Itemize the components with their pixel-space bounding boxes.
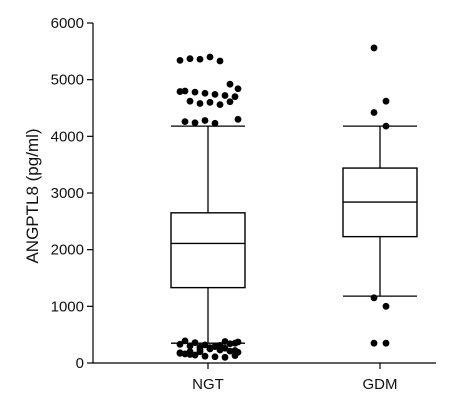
outlier-point: [201, 341, 209, 349]
y-tick-label: 1000: [51, 298, 84, 315]
outlier-point: [176, 349, 184, 357]
y-tick-label: 0: [76, 355, 84, 372]
outlier-point: [206, 53, 214, 61]
outlier-point: [234, 338, 242, 346]
outlier-point: [186, 351, 194, 358]
outlier-point: [221, 92, 229, 99]
outlier-point: [176, 57, 184, 64]
outlier-point: [370, 109, 378, 116]
y-tick-label: 3000: [51, 185, 84, 202]
outlier-point: [206, 98, 214, 106]
outlier-point: [191, 119, 199, 127]
outlier-point: [211, 119, 219, 127]
x-tick-label: NGT: [192, 376, 224, 393]
outlier-point: [234, 85, 242, 93]
box-group-ngt: [170, 53, 246, 361]
outlier-point: [181, 337, 189, 345]
x-tick-label: GDM: [363, 376, 398, 393]
outlier-point: [370, 44, 378, 52]
outlier-point: [201, 117, 209, 124]
outlier-point: [370, 294, 378, 302]
outlier-point: [211, 353, 219, 361]
outlier-point: [216, 101, 224, 108]
outlier-point: [226, 98, 234, 106]
y-tick-label: 6000: [51, 15, 84, 32]
outlier-point: [382, 339, 390, 347]
plot-area: [170, 44, 418, 361]
outlier-point: [186, 97, 194, 105]
outlier-point: [226, 347, 234, 355]
outlier-point: [231, 93, 239, 101]
outlier-point: [196, 55, 204, 63]
outlier-point: [216, 342, 224, 350]
outlier-point: [382, 122, 390, 130]
y-tick-label: 4000: [51, 128, 84, 145]
outlier-point: [206, 345, 214, 353]
outlier-point: [201, 89, 209, 97]
outlier-point: [234, 115, 242, 123]
box-group-gdm: [342, 44, 418, 347]
outlier-point: [196, 100, 204, 107]
y-axis: 0 1000 2000 3000 4000 5000 6000: [51, 15, 94, 372]
outlier-point: [221, 353, 229, 361]
outlier-point: [226, 80, 234, 88]
outlier-point: [181, 118, 189, 125]
outlier-point: [231, 352, 239, 360]
outlier-point: [201, 352, 209, 360]
outlier-point: [191, 88, 199, 96]
outlier-point: [186, 55, 194, 63]
y-tick-label: 2000: [51, 242, 84, 259]
y-axis-title: ANGPTL8 (pg/ml): [23, 128, 42, 263]
outlier-point: [216, 57, 224, 65]
outlier-point: [382, 302, 390, 310]
outlier-point: [370, 339, 378, 347]
outlier-point: [176, 88, 184, 95]
outlier-point: [231, 347, 239, 354]
outlier-point: [186, 342, 194, 350]
outlier-point: [176, 340, 184, 348]
outlier-point: [382, 97, 390, 105]
outlier-point: [211, 91, 219, 98]
outlier-point: [181, 87, 189, 95]
outlier-point: [191, 351, 199, 359]
outlier-point: [196, 348, 204, 356]
iqr-box: [170, 212, 246, 289]
y-tick-label: 5000: [51, 72, 84, 89]
outlier-point: [191, 339, 199, 346]
x-axis: NGT GDM: [93, 362, 436, 393]
outlier-point: [226, 340, 234, 348]
